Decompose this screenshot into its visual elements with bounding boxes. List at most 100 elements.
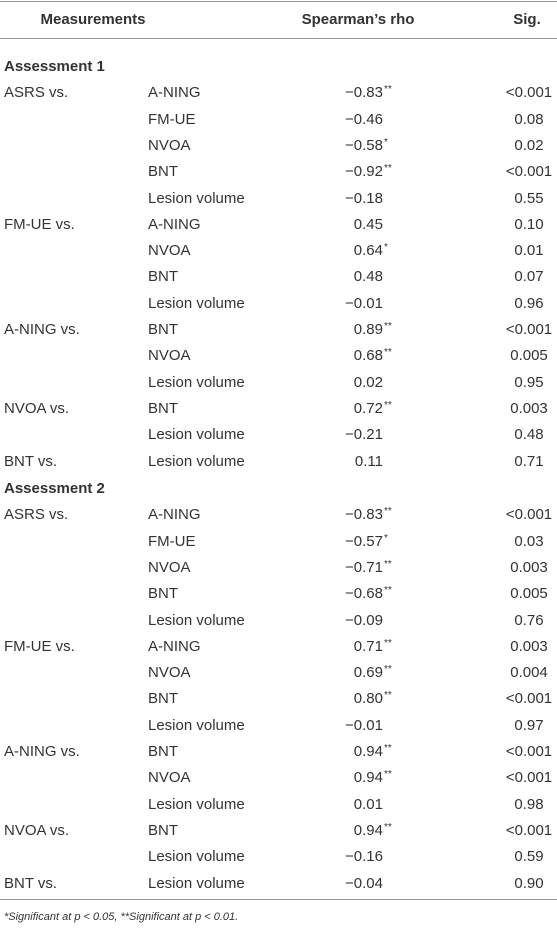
sig: 0.02: [514, 136, 544, 154]
row-group: BNT vs.: [4, 452, 58, 470]
rho: −0.46: [345, 110, 383, 128]
section-title: Assessment 1: [4, 58, 105, 75]
row-group: BNT vs.: [4, 874, 58, 892]
sig: <0.001: [505, 506, 553, 524]
rho: −0.68: [345, 585, 383, 603]
rho: −0.57: [345, 532, 383, 550]
significance-stars: **: [384, 506, 392, 518]
header-rule: [0, 38, 557, 39]
rho: −0.01: [345, 716, 383, 734]
significance-stars: **: [384, 637, 392, 649]
row-group: ASRS vs.: [4, 84, 69, 102]
measure: BNT: [148, 585, 178, 603]
row-group: NVOA vs.: [4, 399, 70, 417]
measure: BNT: [148, 163, 178, 181]
significance-stars: *: [384, 242, 388, 254]
measure: BNT: [148, 743, 178, 760]
sig: 0.003: [510, 558, 548, 576]
rho: −0.01: [345, 294, 383, 312]
significance-stars: **: [384, 690, 392, 702]
measure: Lesion volume: [148, 611, 245, 629]
measure: Lesion volume: [148, 294, 245, 312]
measure: NVOA: [148, 769, 191, 787]
sig: 0.90: [514, 874, 544, 892]
rho: 0.64: [353, 242, 383, 260]
sig: <0.001: [505, 743, 553, 760]
rho: 0.94: [353, 769, 383, 787]
sig: 0.71: [514, 452, 544, 470]
sig: 0.01: [514, 242, 544, 260]
measure: BNT: [148, 399, 178, 417]
rho: 0.01: [353, 795, 383, 813]
footnote: *Significant at p < 0.05, **Significant …: [4, 911, 239, 923]
significance-stars: **: [384, 321, 392, 332]
measure: A-NING: [148, 215, 201, 233]
measure: FM-UE: [148, 110, 196, 128]
measure: Lesion volume: [148, 716, 245, 734]
measure: A-NING: [148, 506, 201, 524]
sig: 0.03: [514, 532, 544, 550]
row-group: A-NING vs.: [4, 743, 80, 760]
rho: −0.83: [345, 506, 383, 524]
rho: −0.16: [345, 848, 383, 866]
measure: Lesion volume: [148, 373, 245, 391]
measure: NVOA: [148, 558, 191, 576]
measure: Lesion volume: [148, 795, 245, 813]
sig: 0.07: [514, 268, 544, 286]
measure: Lesion volume: [148, 874, 245, 892]
rho: 0.48: [353, 268, 383, 286]
rho: 0.72: [353, 399, 383, 417]
sig: 0.59: [514, 848, 544, 866]
measure: NVOA: [148, 242, 191, 260]
rho: 0.71: [353, 637, 383, 655]
sig: <0.001: [505, 84, 553, 102]
significance-stars: *: [384, 136, 388, 148]
rho: 0.68: [353, 347, 383, 365]
rho: 0.11: [354, 452, 383, 470]
section-title: Assessment 2: [4, 480, 105, 497]
measure: NVOA: [148, 347, 191, 365]
rho: −0.83: [345, 84, 383, 102]
rho: 0.80: [353, 690, 383, 708]
row-group: A-NING vs.: [4, 321, 80, 338]
measure: BNT: [148, 821, 178, 839]
significance-stars: **: [384, 558, 392, 570]
sig: 0.95: [514, 373, 544, 391]
rho: 0.89: [353, 321, 383, 338]
significance-stars: **: [384, 347, 392, 359]
column-header: Measurements: [40, 11, 146, 28]
measure: BNT: [148, 268, 178, 286]
sig: 0.003: [510, 399, 548, 417]
sig: 0.97: [514, 716, 544, 734]
sig: 0.48: [514, 426, 544, 444]
sig: 0.98: [514, 795, 544, 813]
rho: −0.58: [345, 136, 383, 154]
measure: Lesion volume: [148, 452, 245, 470]
measure: BNT: [148, 321, 178, 338]
significance-stars: **: [384, 585, 392, 597]
measure: BNT: [148, 690, 178, 708]
sig: <0.001: [505, 690, 553, 708]
sig: 0.005: [510, 585, 548, 603]
bottom-rule: [0, 899, 557, 900]
sig: 0.96: [514, 294, 544, 312]
rho: 0.69: [353, 664, 383, 682]
rho: −0.04: [345, 874, 383, 892]
significance-stars: **: [384, 821, 392, 833]
row-group: ASRS vs.: [4, 506, 69, 524]
sig: <0.001: [505, 163, 553, 181]
measure: A-NING: [148, 84, 201, 102]
measure: FM-UE: [148, 532, 196, 550]
significance-stars: **: [384, 769, 392, 781]
significance-stars: **: [384, 743, 392, 754]
column-header: Spearman’s rho: [301, 11, 415, 28]
row-group: NVOA vs.: [4, 821, 70, 839]
sig: <0.001: [505, 769, 553, 787]
top-rule: [0, 1, 557, 2]
sig: 0.76: [514, 611, 544, 629]
significance-stars: *: [384, 532, 388, 544]
row-group: FM-UE vs.: [4, 637, 75, 655]
sig: 0.003: [510, 637, 548, 655]
significance-stars: **: [384, 84, 392, 96]
measure: A-NING: [148, 637, 201, 655]
